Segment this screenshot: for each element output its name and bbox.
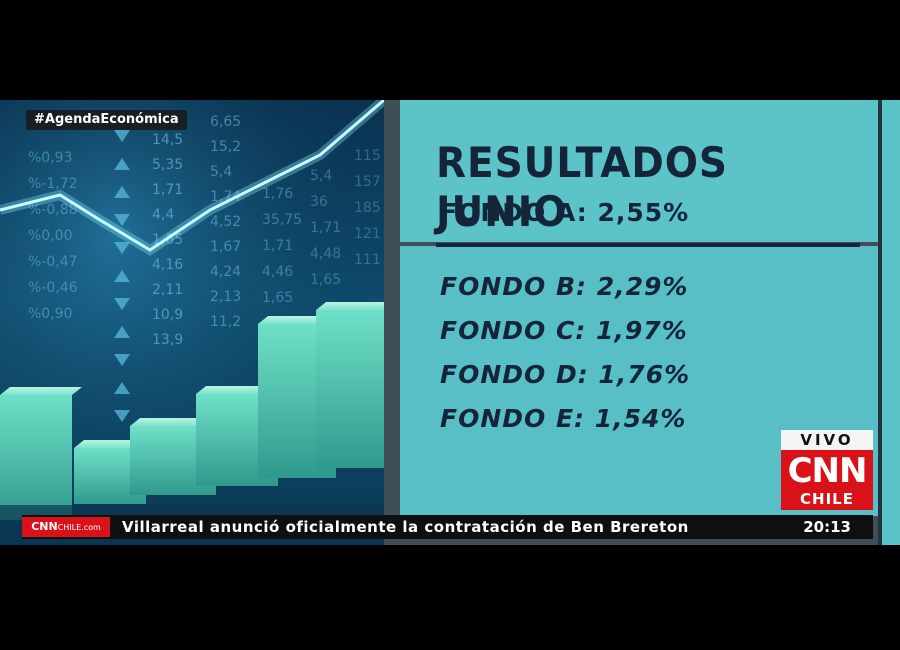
board-title: RESULTADOS JUNIO xyxy=(436,138,728,236)
ticker-number: 4,46 xyxy=(262,264,293,280)
ticker-number: 4,48 xyxy=(310,246,341,262)
ticker-number: %-0,46 xyxy=(28,280,78,296)
ticker-number: 157 xyxy=(354,174,381,190)
ticker-number: %0,00 xyxy=(28,228,72,244)
ticker-number: 5,4 xyxy=(310,168,332,184)
ticker-number: 115 xyxy=(354,148,381,164)
board-edge-line xyxy=(878,100,882,545)
ticker-number: 15,2 xyxy=(210,139,241,155)
ticker-logo-main: CNN xyxy=(31,520,58,533)
fondo-b-result: FONDO B: 2,29% xyxy=(440,272,689,301)
ticker-number: 11,2 xyxy=(210,314,241,330)
ticker-number: 1,65 xyxy=(262,290,293,306)
ticker-number: 1,74 xyxy=(210,189,241,205)
decorative-bar xyxy=(0,387,82,520)
arrow-up-icon xyxy=(114,270,130,282)
fondo-c-result: FONDO C: 1,97% xyxy=(440,316,688,345)
arrow-up-icon xyxy=(114,158,130,170)
ticker-number: 36 xyxy=(310,194,328,210)
arrow-up-icon xyxy=(114,326,130,338)
ticker-number: 2,13 xyxy=(210,289,241,305)
ticker-number: 5,4 xyxy=(210,164,232,180)
ticker-number: 10,9 xyxy=(152,307,183,323)
hashtag-label: #AgendaEconómica xyxy=(26,110,187,130)
broadcast-frame: %0,93 %-1,72 %-0,88 %0,00 %-0,47 %-0,46 %0,90 1… xyxy=(0,100,900,545)
fondo-a-result: FONDO A: 2,55% xyxy=(440,198,690,227)
ticker-number: 1,71 xyxy=(310,220,341,236)
ticker-number: 6,65 xyxy=(210,114,241,130)
ticker-clock: 20:13 xyxy=(803,518,851,536)
results-board: RESULTADOS JUNIO FONDO A: 2,55% FONDO B:… xyxy=(384,100,900,545)
ticker-number: 4,24 xyxy=(210,264,241,280)
decorative-bar xyxy=(316,302,384,468)
fondo-d-result: FONDO D: 1,76% xyxy=(440,360,691,389)
ticker-number: 1,76 xyxy=(262,186,293,202)
board-header-panel xyxy=(400,100,878,242)
ticker-number: 13,9 xyxy=(152,332,183,348)
ticker-number: 35,75 xyxy=(262,212,302,228)
news-ticker: CNNCHILE.com Villarreal anunció oficialm… xyxy=(22,515,873,539)
chile-logo-text: CHILE xyxy=(800,490,854,508)
ticker-logo: CNNCHILE.com xyxy=(22,517,110,537)
ticker-number: 4,16 xyxy=(152,257,183,273)
ticker-number: 1,67 xyxy=(210,239,241,255)
ticker-logo-sub: CHILE.com xyxy=(57,523,101,532)
ticker-number: %-0,47 xyxy=(28,254,78,270)
ticker-number: 1,65 xyxy=(310,272,341,288)
arrow-down-icon xyxy=(114,214,130,226)
ticker-number: %0,90 xyxy=(28,306,72,322)
board-divider xyxy=(436,243,860,247)
stock-market-graphic: %0,93 %-1,72 %-0,88 %0,00 %-0,47 %-0,46 %0,90 1… xyxy=(0,100,384,545)
ticker-number: 111 xyxy=(354,252,381,268)
arrow-up-icon xyxy=(114,186,130,198)
ticker-number: 1,71 xyxy=(262,238,293,254)
cnn-logo-text: CNN xyxy=(787,451,868,491)
ticker-headline: Villarreal anunció oficialmente la contr… xyxy=(122,518,689,536)
arrow-down-icon xyxy=(114,298,130,310)
arrow-down-icon xyxy=(114,410,130,422)
ticker-number: 4,52 xyxy=(210,214,241,230)
arrow-down-icon xyxy=(114,242,130,254)
ticker-number: %-0,88 xyxy=(28,202,78,218)
arrow-down-icon xyxy=(114,354,130,366)
ticker-number: %-1,72 xyxy=(28,176,78,192)
ticker-number: 185 xyxy=(354,200,381,216)
stock-chart-art: %0,93 %-1,72 %-0,88 %0,00 %-0,47 %-0,46 %0,90 1… xyxy=(0,100,384,545)
board-edge xyxy=(882,100,900,545)
fondo-e-result: FONDO E: 1,54% xyxy=(440,404,687,433)
live-label: VIVO xyxy=(781,430,873,450)
ticker-number: 14,5 xyxy=(152,132,183,148)
trend-line xyxy=(0,100,384,252)
arrow-down-icon xyxy=(114,130,130,142)
ticker-number: 121 xyxy=(354,226,381,242)
cnn-chile-logo: CNN CHILE xyxy=(781,450,873,510)
ticker-number: 5,35 xyxy=(152,157,183,173)
ticker-number: 4,4 xyxy=(152,207,174,223)
ticker-number: 2,11 xyxy=(152,282,183,298)
ticker-number: 1,71 xyxy=(152,182,183,198)
arrow-up-icon xyxy=(114,382,130,394)
live-badge: VIVO CNN CHILE xyxy=(781,430,873,510)
ticker-number: %0,93 xyxy=(28,150,72,166)
